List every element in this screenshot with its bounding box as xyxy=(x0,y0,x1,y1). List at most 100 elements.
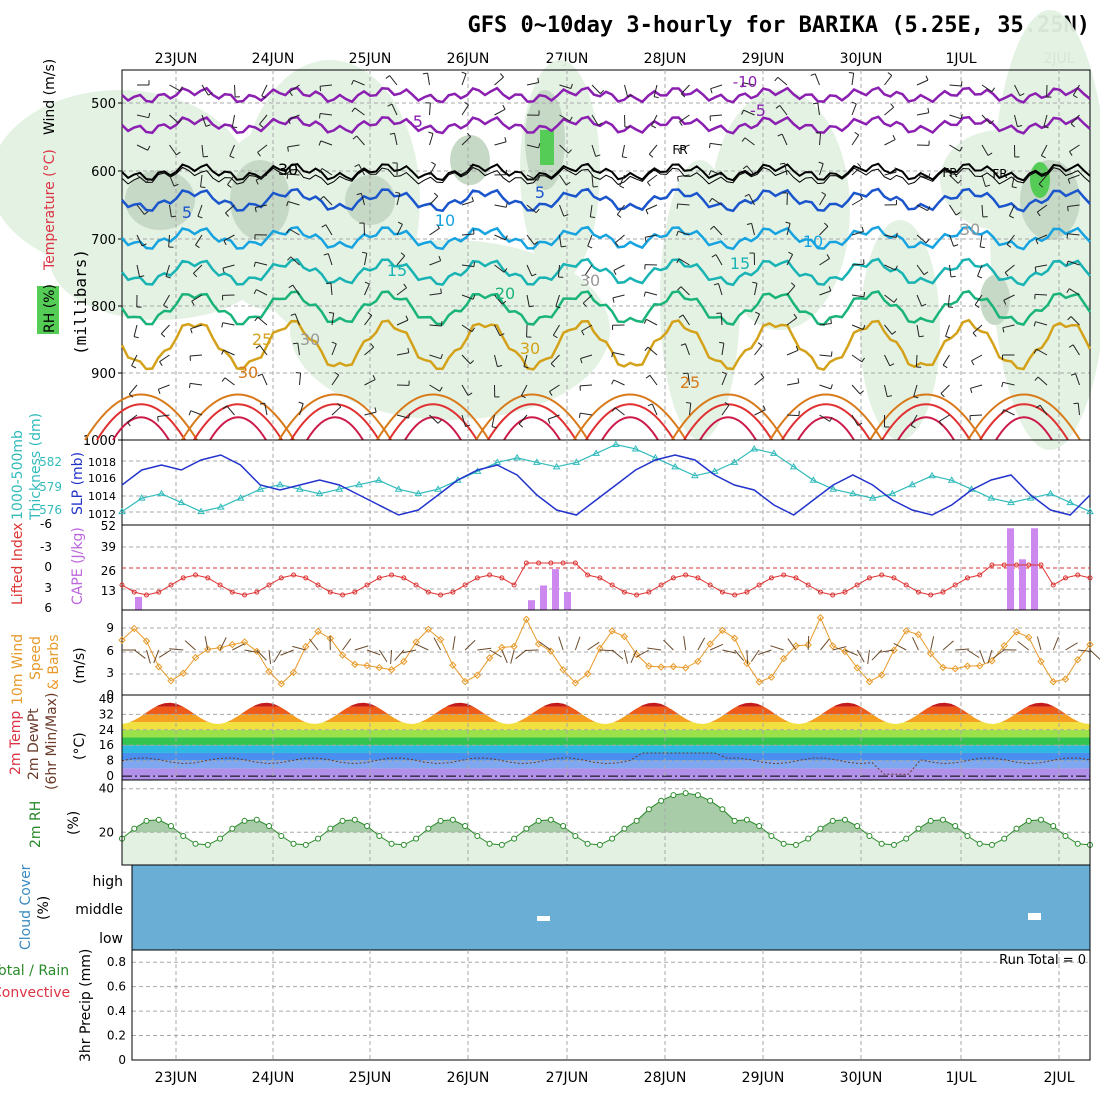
wind-barb xyxy=(320,84,333,87)
wind-barb xyxy=(494,294,503,305)
lifted-point xyxy=(634,592,640,598)
wind-barb-10m xyxy=(1089,649,1100,660)
wind-speed-point xyxy=(253,647,261,656)
wind-barb-10m xyxy=(169,648,184,651)
wind-speed-point xyxy=(1025,633,1033,642)
rh-point xyxy=(290,840,297,847)
wind-barb-flag xyxy=(959,146,963,152)
temp-band-low xyxy=(122,776,1090,780)
wind-barb-flag xyxy=(790,282,796,287)
wind-barb xyxy=(1037,376,1048,386)
rh-point xyxy=(351,816,358,823)
wind-barb xyxy=(579,384,593,387)
wind-barb xyxy=(743,109,755,116)
wind-barb-flag xyxy=(253,289,257,295)
thickness-point xyxy=(197,507,205,515)
wind-barb-flag xyxy=(585,274,590,279)
temp2m-label: 2m Temp xyxy=(8,711,24,775)
lifted-point xyxy=(462,582,468,588)
isotherm-label: 30 xyxy=(238,363,258,382)
wind-barb-flag xyxy=(352,135,357,140)
thickness-point xyxy=(1066,498,1075,506)
wind-barb-flag xyxy=(160,333,166,338)
wind-barb-flag xyxy=(925,75,929,81)
wind-barb-flag xyxy=(927,206,931,211)
wind-barb xyxy=(264,403,268,416)
thickness-point xyxy=(671,462,680,470)
lifted-point xyxy=(254,589,260,595)
wind-barb-10m xyxy=(832,646,847,651)
wind-barb-flag xyxy=(163,304,168,309)
wind-barb-flag xyxy=(1033,348,1037,354)
wind-speed-point xyxy=(914,630,923,639)
wind-barb xyxy=(851,354,863,363)
wind-barb xyxy=(916,234,927,244)
wind-barb xyxy=(222,322,235,326)
wind-speed-point xyxy=(681,664,690,672)
wind-barb-10m xyxy=(574,636,581,651)
wind-barb-10m xyxy=(992,649,1005,659)
wind-barb xyxy=(1035,234,1048,241)
lifted-point xyxy=(732,592,738,598)
rh-point xyxy=(425,825,432,832)
wind-barb xyxy=(910,414,918,426)
wind-barb-flag xyxy=(676,231,679,237)
rh-point xyxy=(731,817,738,824)
wind-barb-flag xyxy=(567,149,572,154)
rh-point xyxy=(670,792,677,799)
wind-barb-flag xyxy=(890,103,895,108)
wind-barb-flag xyxy=(648,153,654,158)
wind-barb-flag xyxy=(599,89,605,94)
wind-barb xyxy=(193,264,203,274)
isotherm-label: 10 xyxy=(435,211,455,230)
wind-barb-flag xyxy=(985,184,991,187)
wind-barb-10m xyxy=(697,637,706,651)
isotherm-label: 5 xyxy=(535,183,545,202)
wind-barb xyxy=(523,354,528,367)
thickness-point xyxy=(1046,489,1055,497)
wind-barb-flag xyxy=(561,245,566,248)
thickness-point xyxy=(295,485,304,492)
wind-barb xyxy=(136,174,147,183)
wind-tick: 3 xyxy=(106,666,114,680)
wind-barb xyxy=(494,324,501,336)
wind-speed-point xyxy=(890,646,898,654)
thickness-point xyxy=(849,489,857,497)
date-label: 2JUL xyxy=(1043,1070,1074,1086)
wind-barb-flag xyxy=(818,161,824,165)
wind-barb-10m xyxy=(1065,642,1078,651)
cape-tick: 52 xyxy=(101,519,116,533)
wind-barb-flag xyxy=(685,402,691,404)
wind-barb xyxy=(580,412,593,416)
wind-barb-flag xyxy=(793,313,798,319)
wind-barb xyxy=(1069,288,1080,296)
wind-barb-flag xyxy=(537,77,540,83)
wind-barb xyxy=(559,144,569,154)
wind-speed-point xyxy=(596,644,604,653)
wind-barb-flag xyxy=(940,393,945,398)
wind-label: Wind (m/s) xyxy=(42,59,58,135)
wind-speed-point xyxy=(240,638,249,646)
cape-bar xyxy=(540,585,547,610)
rh-point xyxy=(694,792,701,799)
warm-isotherm xyxy=(585,403,675,441)
wind-tick: 0 xyxy=(106,688,114,702)
wind-barb xyxy=(784,163,788,176)
wind-barb-flag xyxy=(824,222,829,227)
lifted-point xyxy=(744,589,750,595)
cape-bar xyxy=(528,600,535,610)
cape-bar xyxy=(1007,528,1014,610)
wind-barb-flag xyxy=(741,137,746,142)
wind-barb-flag xyxy=(499,333,505,337)
wind-barb xyxy=(711,197,723,206)
lifted-point xyxy=(144,592,150,598)
wind-barb xyxy=(353,79,365,86)
wind-barb xyxy=(779,105,788,116)
wind-barb-flag xyxy=(254,207,257,213)
thickness-point xyxy=(710,467,719,474)
wind-barb-flag xyxy=(1067,206,1069,212)
panel-labels: RH (%) Temperature (°C) Wind (m/s) (milliba… xyxy=(0,59,94,1062)
wind-barb xyxy=(331,343,337,356)
wind-barb-flag xyxy=(713,283,719,286)
thickness-point xyxy=(868,494,877,501)
